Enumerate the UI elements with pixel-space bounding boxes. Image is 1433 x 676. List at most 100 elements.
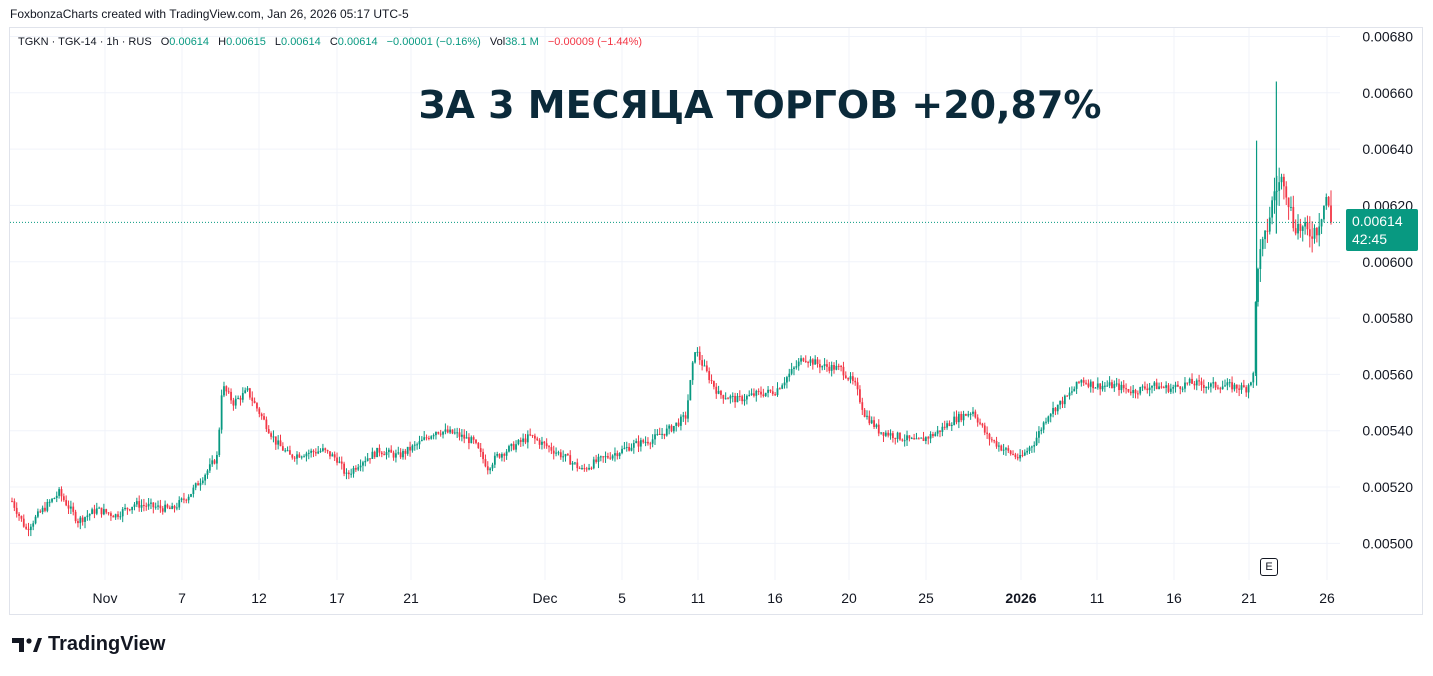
candle-body (748, 394, 751, 396)
candle-body (1113, 384, 1116, 389)
candle-body (430, 436, 433, 439)
candle-body (1292, 206, 1295, 229)
candle-body (875, 424, 878, 427)
candle-body (720, 390, 722, 396)
candle-body (1254, 301, 1257, 374)
candle-body (927, 437, 930, 439)
candle-body (1092, 381, 1095, 389)
candle-body (1191, 378, 1193, 384)
tradingview-logo[interactable]: TradingView (12, 633, 165, 656)
candle-body (1023, 452, 1026, 456)
candle-body (882, 432, 885, 436)
candle-body (1144, 386, 1146, 389)
candle-body (143, 505, 145, 507)
candle-body (837, 365, 840, 367)
candle-body (571, 462, 574, 465)
candle-body (463, 434, 466, 439)
candle-body (1250, 382, 1252, 386)
candle-body (981, 423, 984, 426)
candle-body (1071, 391, 1073, 393)
candle-body (482, 451, 484, 460)
candle-body (274, 436, 277, 445)
candle-body (946, 423, 948, 428)
candle-body (1082, 380, 1085, 383)
candle-body (312, 450, 315, 453)
candle-body (1273, 191, 1276, 201)
candle-body (1016, 457, 1019, 459)
candle-body (435, 431, 437, 436)
candle-body (411, 445, 414, 451)
candle-body (724, 398, 727, 400)
candle-body (873, 420, 875, 427)
candle-body (1094, 387, 1097, 389)
symbol-label[interactable]: TGKN · TGK-14 · 1h · RUS (18, 36, 152, 48)
candle-body (983, 425, 986, 433)
candle-body (941, 426, 944, 432)
candle-body (1318, 226, 1321, 236)
candle-body (670, 425, 673, 432)
candle-body (694, 352, 696, 363)
low-label: L (274, 36, 282, 48)
candle-body (826, 364, 828, 367)
candle-body (67, 505, 70, 509)
candle-body (550, 447, 553, 451)
candle-body (833, 365, 835, 370)
candle-body (272, 436, 275, 438)
candle-body (216, 455, 218, 464)
candle-body (1056, 404, 1059, 412)
candle-body (107, 512, 110, 514)
candle-body (1014, 454, 1017, 458)
candle-body (406, 446, 409, 454)
candle-body (1026, 450, 1029, 453)
candle-body (866, 415, 868, 417)
candle-body (1045, 421, 1047, 423)
earnings-event-marker[interactable]: E (1260, 558, 1278, 576)
candle-body (976, 417, 979, 423)
candle-body (256, 403, 258, 409)
candle-body (347, 472, 350, 475)
candle-body (291, 454, 294, 458)
candle-body (91, 509, 93, 515)
candle-body (727, 398, 729, 400)
chart-frame (9, 27, 1423, 615)
candle-body (543, 441, 546, 444)
candle-body (77, 521, 79, 524)
time-tick-label: 25 (918, 590, 934, 606)
candle-body (154, 506, 157, 508)
candle-body (691, 362, 694, 381)
candle-body (592, 459, 595, 469)
candle-body (1115, 383, 1118, 385)
candle-body (955, 416, 958, 423)
candle-body (239, 397, 242, 400)
candle-body (729, 396, 732, 399)
candle-body (590, 467, 593, 469)
candle-body (687, 400, 689, 419)
candle-body (117, 514, 119, 517)
price-tick-label: 0.00640 (1362, 141, 1413, 157)
candle-body (1198, 380, 1200, 382)
time-tick-label: 12 (251, 590, 267, 606)
candle-body (915, 438, 918, 440)
candle-body (350, 473, 353, 475)
time-tick-label: 26 (1319, 590, 1335, 606)
candle-body (1282, 176, 1285, 187)
candle-body (1146, 388, 1149, 391)
candle-body (402, 450, 404, 458)
candle-body (800, 358, 802, 362)
candle-body (1118, 383, 1120, 391)
candle-body (887, 432, 890, 436)
candle-body (614, 453, 616, 456)
candle-body (663, 433, 666, 436)
candle-body (501, 454, 503, 458)
candle-body (1257, 268, 1259, 302)
candle-body (1205, 386, 1208, 388)
candle-body (298, 454, 301, 458)
candle-body (140, 505, 143, 508)
candle-body (1268, 217, 1271, 232)
candle-body (131, 506, 134, 511)
candle-body (1099, 383, 1102, 390)
candle-body (1148, 387, 1151, 391)
candle-body (329, 451, 331, 457)
high-label: H (218, 36, 227, 48)
